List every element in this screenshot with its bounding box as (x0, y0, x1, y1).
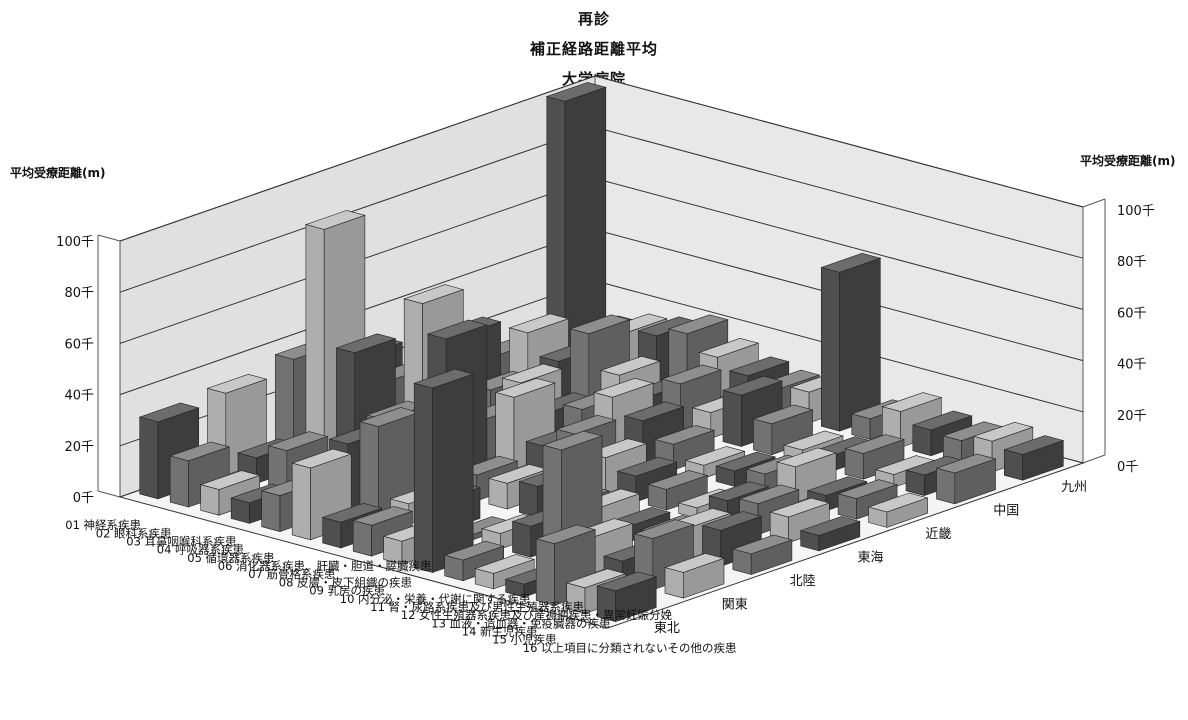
category-label: 09 乳房の疾患 (309, 584, 385, 598)
bar-関東-16 (663, 553, 726, 599)
bar-九州-16 (1003, 435, 1065, 481)
bar-中国-9 (721, 375, 784, 447)
z-tick-right: 80千 (1117, 255, 1147, 270)
z-axis-title-right: 平均受療距離(m) (1080, 154, 1176, 168)
region-label: 関東 (722, 597, 748, 613)
bar-東北-16 (596, 571, 658, 623)
category-label: 04 呼吸器系疾患 (157, 543, 244, 557)
category-label: 03 耳鼻咽喉科系疾患 (126, 534, 236, 548)
z-tick-left: 0千 (73, 491, 94, 506)
category-label: 14 新生児疾患 (462, 625, 538, 639)
z-gridline (119, 75, 1084, 242)
bar-東北-11 (443, 540, 505, 582)
category-label: 07 筋骨格系疾患 (248, 567, 335, 581)
z-tick-left: 100千 (56, 235, 94, 250)
bar-近畿-16 (867, 492, 929, 528)
chart-title-line1: 再診 (577, 10, 610, 28)
region-label: 東北 (654, 620, 680, 636)
bar-中国-10 (752, 404, 814, 456)
z-tick-right: 100千 (1117, 204, 1155, 219)
chart-labels: 0千 0千 20千 20千 40千 40千 60千 60千 80千 80千 100千 100千 01 神… (56, 204, 1155, 655)
region-label: 北陸 (790, 573, 816, 589)
bar-近畿-9 (654, 425, 716, 471)
category-label: 05 循環器系疾患 (187, 551, 274, 565)
bar-東北-10 (413, 368, 475, 573)
z-tick-left: 20千 (64, 440, 94, 455)
bar-中国-16 (935, 453, 997, 505)
bar-九州-1 (545, 82, 607, 358)
category-label: 16 以上項目に分類されないその他の疾患 (523, 641, 737, 655)
z-tick-left: 80千 (64, 286, 94, 301)
bar-近畿-15 (837, 479, 899, 520)
category-label: 12 女性生殖器系疾患及び産褥期疾患・異常妊娠分娩 (401, 608, 673, 622)
bar-北陸-16 (731, 534, 793, 575)
z-axis-title-left: 平均受療距離(m) (10, 166, 106, 180)
z-tick-right: 20千 (1117, 409, 1147, 424)
category-label: 11 腎・尿路系疾患及び男性生殖器系疾患 (370, 600, 584, 614)
z-tick-right: 0千 (1117, 460, 1138, 475)
region-label: 近畿 (925, 527, 951, 542)
z-tick-left: 40千 (64, 389, 94, 404)
category-label: 15 小児疾患 (492, 633, 556, 647)
bar-中国-13 (843, 434, 906, 480)
chart-bars (138, 82, 1065, 623)
region-label: 中国 (993, 503, 1019, 518)
z-tick-left: 60千 (64, 337, 94, 352)
category-label: 06 消化器系疾患、肝臓・胆道・膵臓疾患 (218, 559, 432, 573)
region-label: 東海 (858, 550, 884, 566)
bar-東北-12 (474, 554, 536, 590)
chart-title-line2: 補正経路距離平均 (529, 40, 658, 58)
bar-東海-11 (647, 470, 709, 511)
category-label: 01 神経系疾患 (65, 518, 141, 532)
bar-九州-10 (820, 252, 882, 432)
category-label: 08 皮膚・皮下組織の疾患 (279, 575, 412, 589)
z-tick-right: 40千 (1117, 358, 1147, 373)
region-label: 九州 (1061, 480, 1087, 495)
category-label: 13 血液・造血器・免疫臓器の疾患 (431, 616, 610, 630)
z-tick-right: 60千 (1117, 306, 1147, 321)
bar-東海-16 (799, 516, 861, 552)
category-label: 10 内分泌・栄養・代謝に関する疾患 (340, 592, 531, 606)
category-label: 02 眼科系疾患 (96, 526, 172, 540)
